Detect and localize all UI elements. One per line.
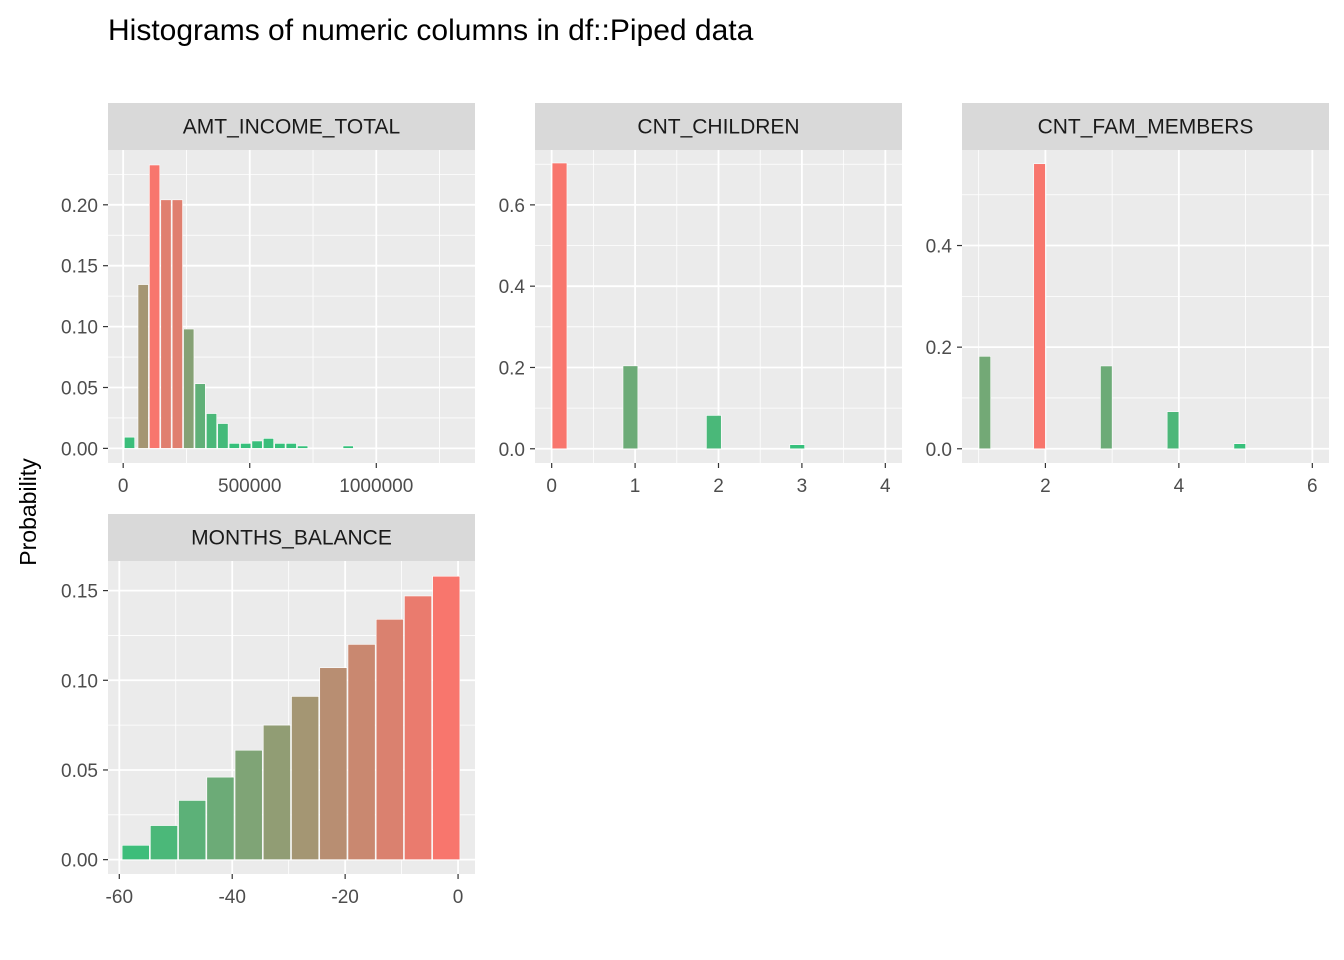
facet-panel: MONTHS_BALANCE 0.00 0.05 0.10 0.15 -60 -40 -20 0 xyxy=(61,514,475,908)
facet-label: CNT_CHILDREN xyxy=(637,116,799,139)
y-tick-label: 0.2 xyxy=(499,358,525,379)
histogram-bar xyxy=(206,776,235,860)
histogram-bar xyxy=(137,284,149,449)
facet-strip xyxy=(535,103,902,150)
histogram-bar xyxy=(262,724,291,860)
x-tick-label: -60 xyxy=(106,887,133,908)
histogram-bar xyxy=(404,595,432,860)
histogram-bar xyxy=(285,443,297,449)
y-tick-label: 0.0 xyxy=(926,440,952,461)
histogram-bar xyxy=(178,800,207,860)
x-tick-label: -20 xyxy=(331,887,358,908)
y-tick-label: 0.2 xyxy=(926,338,952,359)
chart-title: Histograms of numeric columns in df::Pip… xyxy=(108,14,754,47)
histogram-bar xyxy=(622,365,639,450)
x-tick-label: 6 xyxy=(1307,476,1318,497)
facet-panel: CNT_FAM_MEMBERS 0.0 0.2 0.4 2 4 6 xyxy=(926,103,1329,497)
facet-strip xyxy=(962,103,1329,150)
x-tick-label: 4 xyxy=(1174,476,1185,497)
y-axis-title: Probability xyxy=(15,458,41,566)
facet-panel: AMT_INCOME_TOTAL 0.00 0.05 0.10 0.15 0.20 0 500… xyxy=(61,103,475,497)
histogram-bar xyxy=(347,644,376,860)
x-tick-label: 2 xyxy=(713,476,724,497)
histogram-bar xyxy=(551,162,568,450)
x-tick-label: 0 xyxy=(546,476,557,497)
histogram-bar xyxy=(228,443,240,449)
histogram-bar xyxy=(149,164,161,449)
histogram-bar xyxy=(240,443,252,449)
histogram-bar xyxy=(375,618,404,860)
x-tick-label: 3 xyxy=(797,476,808,497)
histogram-bar xyxy=(150,825,178,860)
facet-label: MONTHS_BALANCE xyxy=(191,527,392,550)
facet-strip xyxy=(108,514,475,561)
histogram-bar xyxy=(194,383,206,449)
y-tick-label: 0.05 xyxy=(61,378,98,399)
histogram-bar xyxy=(274,443,286,449)
histogram-bar xyxy=(342,445,354,449)
histogram-bar xyxy=(251,440,263,449)
histogram-bar xyxy=(171,199,183,449)
histogram-bar xyxy=(297,445,309,449)
y-tick-label: 0.6 xyxy=(499,196,525,217)
y-tick-label: 0.00 xyxy=(61,439,98,460)
histogram-bar xyxy=(124,436,136,449)
panel-background xyxy=(962,150,1329,463)
histogram-bar xyxy=(432,575,461,860)
histogram-bar xyxy=(1166,411,1180,450)
facet-label: CNT_FAM_MEMBERS xyxy=(1038,116,1254,139)
histogram-bar xyxy=(978,355,991,450)
y-tick-label: 0.15 xyxy=(61,257,98,278)
histogram-bar xyxy=(234,749,263,860)
x-tick-label: 0 xyxy=(453,887,464,908)
y-tick-label: 0.0 xyxy=(499,440,525,461)
histogram-bar xyxy=(217,423,229,449)
histogram-bar xyxy=(1100,365,1113,450)
facet-panel: CNT_CHILDREN 0.0 0.2 0.4 0.6 0 1 2 3 4 xyxy=(499,103,902,497)
y-tick-label: 0.05 xyxy=(61,761,98,782)
x-tick-label: 1 xyxy=(630,476,641,497)
x-tick-label: 500000 xyxy=(218,476,281,497)
facet-label: AMT_INCOME_TOTAL xyxy=(183,116,400,139)
histogram-bar xyxy=(160,199,172,449)
y-tick-label: 0.10 xyxy=(61,671,98,692)
x-tick-label: 2 xyxy=(1040,476,1051,497)
histogram-bar xyxy=(1033,163,1046,450)
histogram-bar xyxy=(291,696,320,860)
histogram-bar xyxy=(121,845,150,860)
histogram-bar xyxy=(1233,443,1246,450)
y-tick-label: 0.00 xyxy=(61,851,98,872)
histogram-bar xyxy=(262,438,274,449)
x-tick-label: -40 xyxy=(218,887,245,908)
histogram-bar xyxy=(319,667,348,860)
histogram-bar xyxy=(183,328,195,449)
x-tick-label: 1000000 xyxy=(339,476,413,497)
facet-strip xyxy=(108,103,475,150)
y-tick-label: 0.20 xyxy=(61,196,98,217)
y-tick-label: 0.15 xyxy=(61,582,98,603)
histogram-bar xyxy=(789,444,805,450)
x-tick-label: 4 xyxy=(880,476,891,497)
x-tick-label: 0 xyxy=(118,476,129,497)
y-tick-label: 0.4 xyxy=(926,237,953,258)
y-tick-label: 0.4 xyxy=(499,277,526,298)
histogram-bar xyxy=(706,415,722,450)
y-tick-label: 0.10 xyxy=(61,318,98,339)
histogram-bar xyxy=(206,413,218,449)
